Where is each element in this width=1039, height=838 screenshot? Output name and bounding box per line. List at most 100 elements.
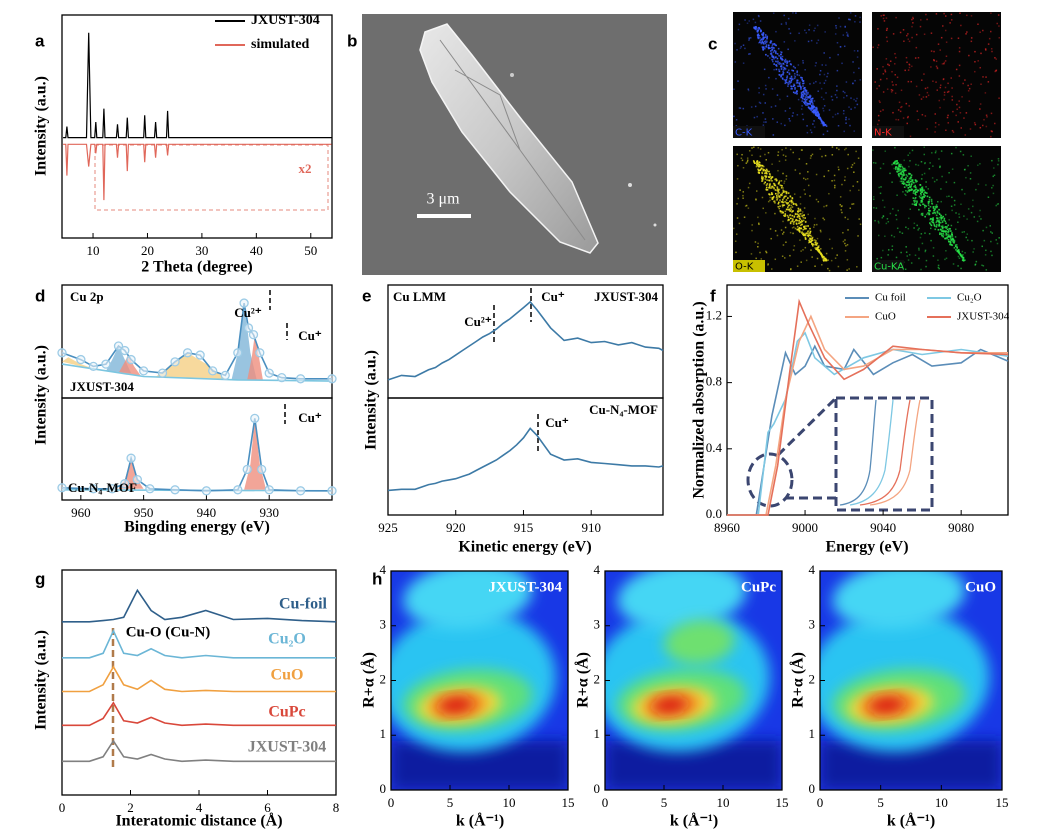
eds-noise — [765, 88, 767, 90]
legend-label: Cu₂O — [957, 292, 982, 304]
eds-noise — [845, 244, 847, 247]
eds-noise — [967, 90, 970, 92]
eds-signal — [927, 212, 929, 214]
eds-signal — [825, 125, 828, 127]
eds-noise — [991, 232, 994, 234]
eds-noise — [815, 62, 817, 64]
data-point — [57, 348, 67, 358]
particle — [510, 73, 514, 77]
eds-signal — [800, 221, 803, 223]
eds-noise — [878, 186, 880, 189]
data-point — [257, 464, 267, 475]
eds-noise — [920, 268, 922, 271]
eds-noise — [967, 208, 970, 210]
peak-component — [118, 355, 141, 376]
eds-signal — [951, 244, 953, 246]
eds-noise — [943, 61, 946, 64]
eds-signal — [799, 221, 802, 223]
eds-noise — [884, 69, 886, 71]
peak-component — [247, 334, 263, 380]
eds-signal — [895, 160, 897, 162]
eds-noise — [982, 76, 984, 78]
eds-signal — [774, 44, 776, 46]
eds-noise — [785, 178, 788, 180]
eds-signal — [790, 79, 793, 82]
eds-noise — [841, 183, 843, 186]
eds-noise — [962, 254, 964, 256]
eds-signal — [940, 216, 942, 218]
eds-noise — [836, 69, 839, 72]
data-point — [88, 361, 99, 372]
eds-signal — [902, 171, 905, 174]
eds-noise — [790, 268, 792, 270]
eds-noise — [883, 20, 886, 22]
eds-noise — [915, 33, 918, 36]
eds-signal — [768, 186, 770, 189]
eds-noise — [933, 180, 936, 183]
eds-noise — [887, 254, 889, 256]
eds-signal — [779, 56, 782, 59]
eds-signal — [928, 213, 931, 216]
eds-noise — [945, 129, 947, 132]
eds-signal — [959, 253, 961, 255]
eds-noise — [789, 82, 791, 85]
x-tick-label: 15 — [562, 795, 575, 810]
eds-noise — [882, 109, 884, 111]
eds-signal — [761, 164, 764, 167]
eds-signal — [932, 212, 934, 215]
eds-noise — [804, 246, 807, 249]
eds-signal — [758, 161, 760, 164]
eds-noise — [899, 231, 901, 233]
eds-signal — [941, 227, 944, 230]
eds-signal — [777, 188, 780, 191]
eds-noise — [970, 155, 972, 157]
eds-noise — [828, 238, 831, 241]
eds-signal — [771, 185, 773, 188]
eds-noise — [770, 106, 773, 108]
eds-noise — [950, 13, 953, 16]
eds-noise — [998, 25, 1000, 27]
eds-signal — [759, 41, 761, 43]
eds-noise — [748, 37, 750, 39]
eds-noise — [849, 12, 852, 14]
eds-signal — [770, 192, 773, 194]
eds-signal — [822, 123, 825, 126]
y-tick-label: 4 — [809, 562, 816, 577]
eds-signal — [786, 60, 788, 63]
eds-noise — [822, 133, 825, 136]
eds-noise — [825, 92, 827, 94]
eds-noise — [985, 125, 988, 128]
eds-noise — [759, 20, 762, 22]
eds-noise — [882, 14, 885, 17]
eds-noise — [906, 34, 908, 37]
eds-noise — [811, 153, 814, 156]
eds-signal — [931, 203, 934, 205]
eds-signal — [796, 216, 799, 218]
eds-noise — [899, 31, 902, 34]
eds-signal — [771, 179, 773, 182]
eds-signal — [907, 187, 910, 189]
eds-signal — [773, 58, 775, 60]
eds-noise — [847, 33, 849, 35]
eds-noise — [785, 175, 788, 177]
eds-noise — [839, 25, 842, 28]
eds-signal — [773, 49, 776, 52]
eds-noise — [932, 165, 934, 167]
eds-signal — [805, 94, 808, 96]
eds-signal — [773, 200, 775, 203]
eds-signal — [759, 39, 762, 42]
eds-signal — [792, 201, 794, 204]
eds-signal — [756, 163, 758, 166]
eds-signal — [907, 180, 910, 182]
eds-signal — [951, 235, 954, 237]
eds-signal — [804, 233, 806, 236]
x-tick-label: 15 — [996, 795, 1009, 810]
eds-noise — [925, 259, 928, 262]
eds-noise — [983, 118, 985, 121]
eds-noise — [962, 154, 965, 156]
x-axis-title: k (Å⁻¹) — [456, 812, 504, 830]
eds-noise — [908, 66, 911, 69]
eds-noise — [924, 162, 926, 164]
eds-signal — [778, 201, 780, 204]
eds-label: Cu-KA — [874, 262, 904, 273]
